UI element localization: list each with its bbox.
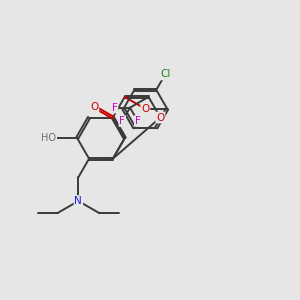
Text: HO: HO: [41, 133, 56, 143]
Text: Cl: Cl: [160, 69, 170, 80]
Text: F: F: [112, 103, 118, 112]
Text: N: N: [74, 196, 82, 206]
Text: O: O: [141, 104, 149, 114]
Text: F: F: [135, 116, 141, 126]
Text: O: O: [156, 112, 164, 122]
Text: F: F: [119, 116, 125, 126]
Text: O: O: [90, 102, 98, 112]
